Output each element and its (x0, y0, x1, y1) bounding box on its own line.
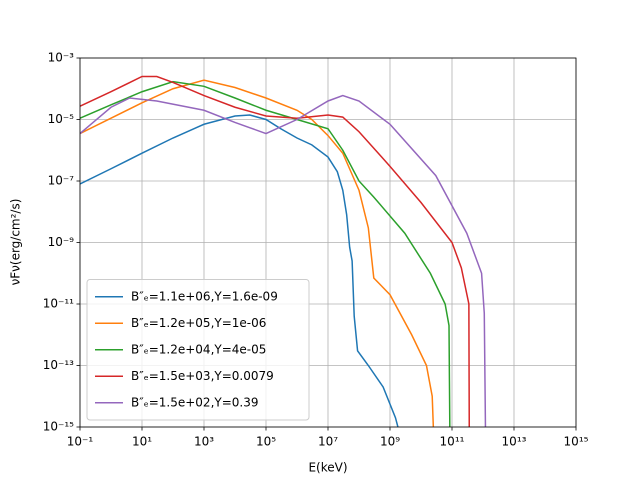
y-tick-label: 10⁻⁵ (48, 112, 75, 126)
x-tick-label: 10⁻¹ (67, 435, 94, 449)
series-line (80, 114, 399, 427)
series-line (80, 79, 435, 427)
legend-label: B″ₑ=1.1e+06,Y=1.6e-09 (131, 289, 278, 303)
legend-label: B″ₑ=1.2e+05,Y=1e-06 (131, 316, 266, 330)
x-tick-label: 10³ (194, 435, 214, 449)
series-line (80, 94, 487, 427)
series-line (80, 80, 451, 427)
axes-frame (79, 57, 577, 428)
legend-label: B″ₑ=1.5e+02,Y=0.39 (131, 395, 258, 409)
y-tick-label: 10⁻⁹ (48, 235, 75, 249)
legend-box (86, 279, 310, 421)
y-axis-label: νFν(erg/cm²/s) (9, 199, 23, 286)
x-tick-label: 10¹³ (502, 435, 527, 449)
x-tick-label: 10⁷ (318, 435, 338, 449)
x-tick-label: 10¹ (132, 435, 152, 449)
y-tick-label: 10⁻¹³ (43, 358, 74, 372)
series-line (80, 75, 470, 427)
x-tick-label: 10¹⁵ (564, 435, 589, 449)
y-tick-label: 10⁻³ (48, 51, 75, 65)
x-tick-label: 10¹¹ (440, 435, 465, 449)
x-tick-label: 10⁵ (256, 435, 276, 449)
legend-label: B″ₑ=1.2e+04,Y=4e-05 (131, 342, 266, 356)
y-tick-label: 10⁻⁷ (48, 174, 75, 188)
legend-label: B″ₑ=1.5e+03,Y=0.0079 (131, 369, 274, 383)
x-axis-label: E(keV) (308, 461, 347, 475)
y-tick-label: 10⁻¹⁵ (43, 420, 74, 434)
x-tick-label: 10⁹ (380, 435, 400, 449)
y-tick-label: 10⁻¹¹ (43, 297, 74, 311)
